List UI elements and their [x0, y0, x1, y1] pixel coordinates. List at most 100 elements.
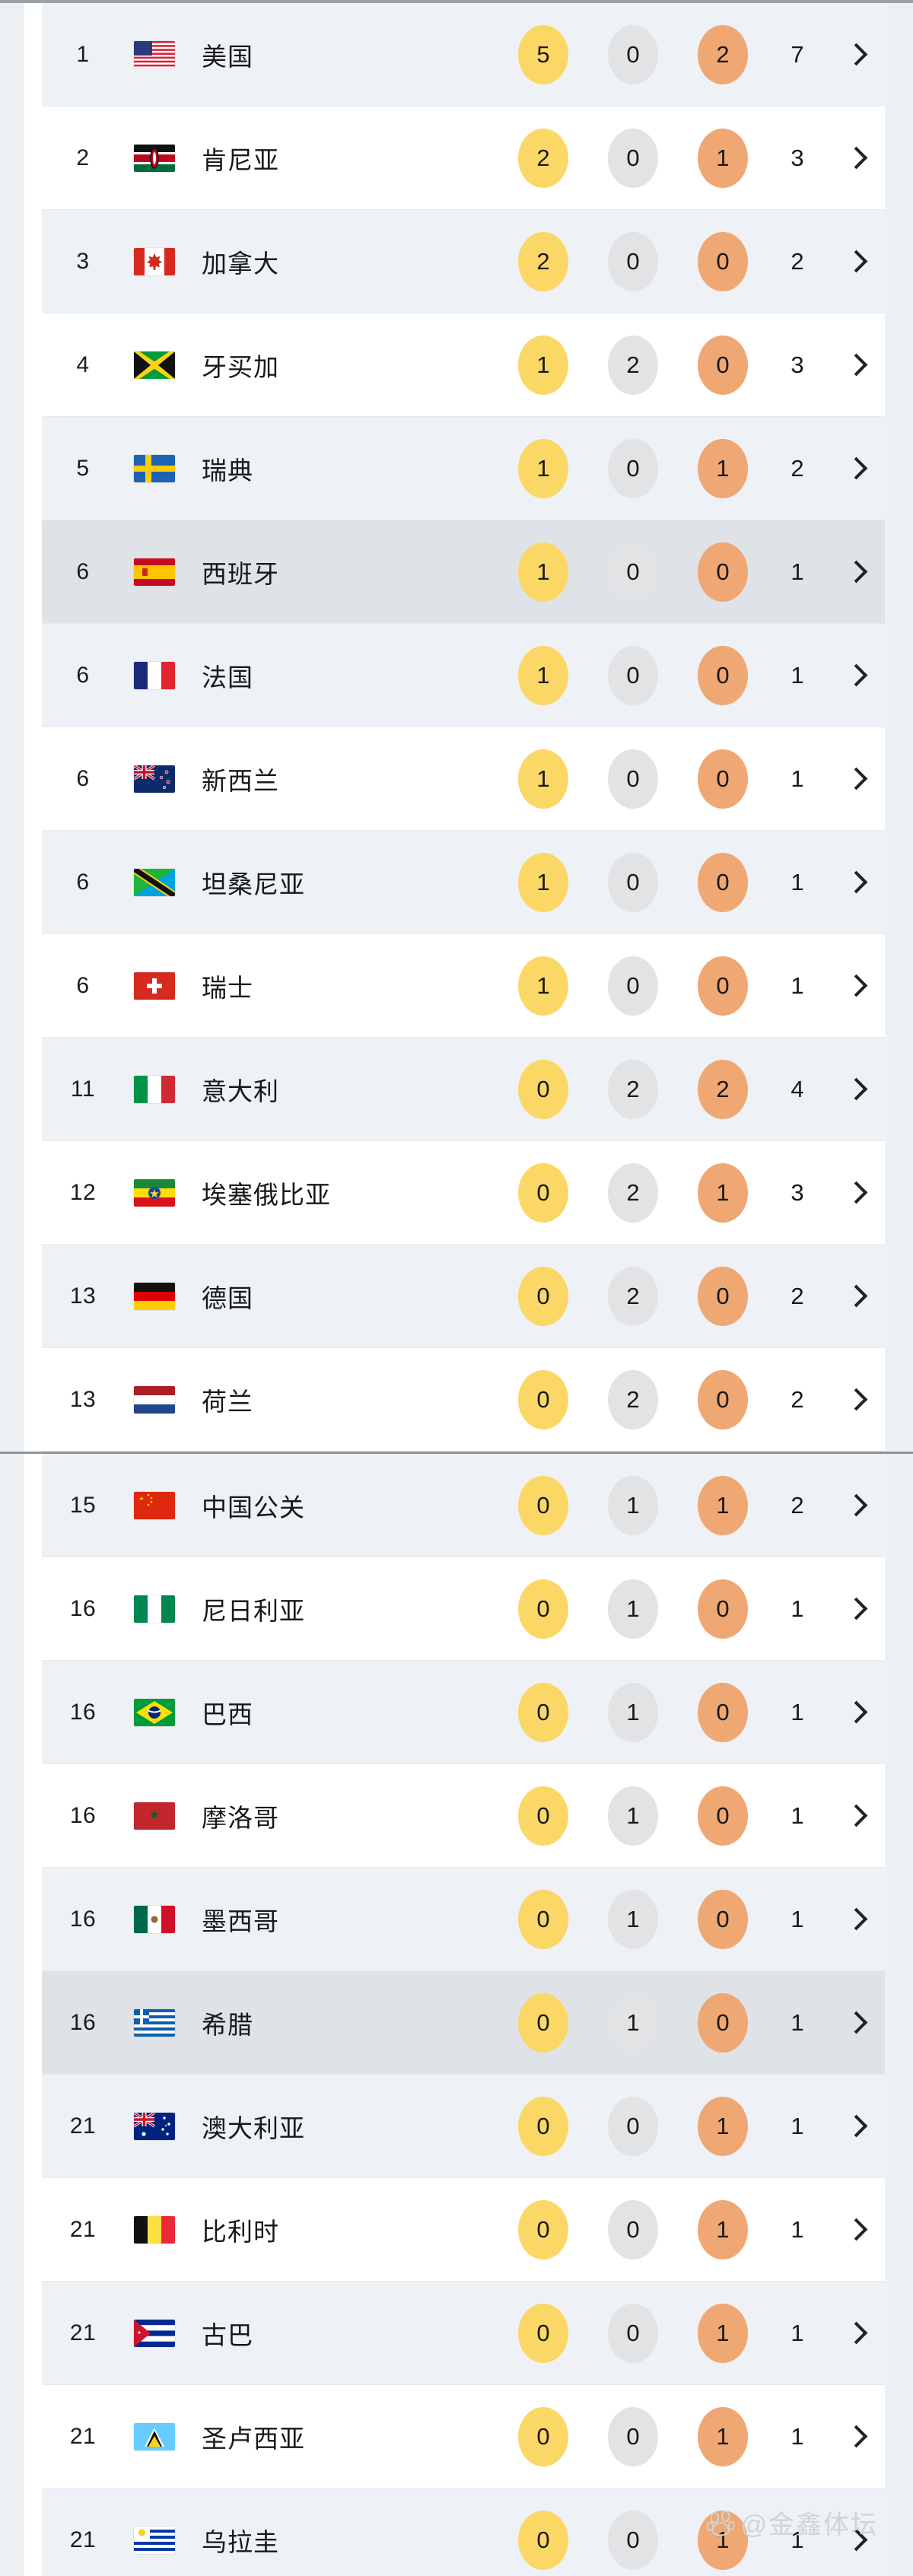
table-row[interactable]: 11 意大利 0 2 2 4	[42, 1038, 885, 1141]
medal-table: 1 美国 5 0 2 7 2 肯尼亚 2 0 1 3 3 加拿大 2 0 0 2 4 牙买加 1 2 0 3 5 瑞典 1…	[0, 3, 913, 2576]
row-detail-button[interactable]	[827, 250, 885, 273]
table-row[interactable]: 6 坦桑尼亚 1 0 0 1	[42, 831, 885, 934]
table-row[interactable]: 13 德国 0 2 0 2	[42, 1245, 885, 1348]
rank-cell: 13	[69, 1386, 97, 1412]
rank-cell: 5	[76, 455, 90, 481]
row-detail-button[interactable]	[827, 2528, 885, 2552]
bronze-medal-cell: 0	[678, 1266, 768, 1326]
country-flag-icon	[124, 1385, 185, 1414]
row-detail-button[interactable]	[827, 2218, 885, 2241]
silver-count: 0	[608, 231, 658, 291]
country-name: 牙买加	[202, 352, 279, 381]
table-row[interactable]: 12 埃塞俄比亚 0 2 1 3	[42, 1141, 885, 1245]
silver-medal-cell: 2	[588, 1059, 678, 1119]
gold-medal-cell: 1	[498, 645, 588, 705]
table-row[interactable]: 15 中国公关 0 1 1 2	[42, 1454, 885, 1557]
rank-cell: 21	[69, 2527, 97, 2552]
gold-count: 0	[518, 1059, 568, 1119]
row-detail-button[interactable]	[827, 1804, 885, 1827]
total-medals: 1	[791, 661, 804, 689]
gold-medal-cell: 0	[498, 1266, 588, 1326]
gold-medal-cell: 5	[498, 24, 588, 84]
gold-count: 0	[518, 1162, 568, 1223]
row-detail-button[interactable]	[827, 2425, 885, 2448]
row-detail-button[interactable]	[827, 663, 885, 687]
table-row[interactable]: 16 墨西哥 0 1 0 1	[42, 1868, 885, 1971]
silver-medal-cell: 1	[588, 1579, 678, 1639]
bronze-medal-cell: 1	[678, 2510, 768, 2570]
table-row[interactable]: 13 荷兰 0 2 0 2	[42, 1348, 885, 1452]
row-detail-button[interactable]	[827, 146, 885, 170]
silver-count: 0	[608, 24, 658, 84]
bronze-count: 1	[698, 1162, 748, 1223]
rank-cell: 6	[76, 558, 90, 584]
chevron-right-icon	[845, 663, 867, 687]
country-flag-icon	[124, 247, 185, 275]
bronze-count: 0	[698, 335, 748, 395]
row-detail-button[interactable]	[827, 1077, 885, 1101]
table-row[interactable]: 16 摩洛哥 0 1 0 1	[42, 1764, 885, 1868]
rank-cell: 4	[76, 351, 90, 377]
row-detail-button[interactable]	[827, 1388, 885, 1411]
country-name: 尼日利亚	[202, 1596, 305, 1625]
table-row[interactable]: 6 新西兰 1 0 0 1	[42, 727, 885, 831]
row-detail-button[interactable]	[827, 1597, 885, 1620]
row-detail-button[interactable]	[827, 2114, 885, 2138]
row-detail-button[interactable]	[827, 560, 885, 584]
chevron-right-icon	[845, 974, 867, 997]
table-row[interactable]: 5 瑞典 1 0 1 2	[42, 417, 885, 520]
country-name: 希腊	[202, 2010, 253, 2039]
row-detail-button[interactable]	[827, 974, 885, 997]
table-row[interactable]: 21 乌拉圭 0 0 1 1	[42, 2489, 885, 2576]
row-detail-button[interactable]	[827, 1907, 885, 1931]
bronze-count: 0	[698, 956, 748, 1016]
row-detail-button[interactable]	[827, 767, 885, 790]
row-detail-button[interactable]	[827, 1181, 885, 1204]
bronze-medal-cell: 2	[678, 1059, 768, 1119]
table-row[interactable]: 6 法国 1 0 0 1	[42, 624, 885, 727]
silver-medal-cell: 0	[588, 2406, 678, 2466]
row-detail-button[interactable]	[827, 353, 885, 377]
table-row[interactable]: 16 希腊 0 1 0 1	[42, 1971, 885, 2075]
silver-medal-cell: 2	[588, 1266, 678, 1326]
country-flag-icon	[124, 1282, 185, 1310]
rank-cell: 16	[69, 1699, 97, 1725]
table-row[interactable]: 21 比利时 0 0 1 1	[42, 2178, 885, 2282]
table-row[interactable]: 21 古巴 0 0 1 1	[42, 2282, 885, 2385]
bronze-count: 0	[698, 1786, 748, 1846]
row-detail-button[interactable]	[827, 1493, 885, 1517]
row-detail-button[interactable]	[827, 2011, 885, 2034]
gold-count: 1	[518, 438, 568, 498]
table-row[interactable]: 6 西班牙 1 0 0 1	[42, 520, 885, 624]
country-flag-icon	[124, 2319, 185, 2347]
bronze-medal-cell: 0	[678, 1369, 768, 1430]
country-name: 埃塞俄比亚	[202, 1180, 331, 1209]
row-detail-button[interactable]	[827, 870, 885, 894]
table-row[interactable]: 4 牙买加 1 2 0 3	[42, 313, 885, 417]
table-row[interactable]: 3 加拿大 2 0 0 2	[42, 210, 885, 313]
row-detail-button[interactable]	[827, 1284, 885, 1308]
bronze-medal-cell: 0	[678, 1682, 768, 1742]
table-row[interactable]: 21 澳大利亚 0 0 1 1	[42, 2075, 885, 2178]
silver-count: 0	[608, 2199, 658, 2260]
chevron-right-icon	[845, 1181, 867, 1204]
table-row[interactable]: 6 瑞士 1 0 0 1	[42, 934, 885, 1038]
country-flag-icon	[124, 972, 185, 1000]
table-row[interactable]: 16 尼日利亚 0 1 0 1	[42, 1557, 885, 1661]
gold-medal-cell: 1	[498, 852, 588, 912]
table-row[interactable]: 2 肯尼亚 2 0 1 3	[42, 107, 885, 210]
row-detail-button[interactable]	[827, 2321, 885, 2345]
chevron-right-icon	[845, 2321, 867, 2345]
rank-cell: 1	[76, 41, 90, 67]
country-name: 瑞典	[202, 456, 253, 485]
row-detail-button[interactable]	[827, 1700, 885, 1724]
table-row[interactable]: 16 巴西 0 1 0 1	[42, 1661, 885, 1764]
table-row[interactable]: 21 圣卢西亚 0 0 1 1	[42, 2385, 885, 2489]
page-gutter-right	[884, 0, 913, 2576]
bronze-medal-cell: 0	[678, 231, 768, 291]
country-flag-icon	[124, 661, 185, 689]
row-detail-button[interactable]	[827, 456, 885, 480]
table-row[interactable]: 1 美国 5 0 2 7	[42, 3, 885, 107]
bronze-count: 1	[698, 2510, 748, 2570]
row-detail-button[interactable]	[827, 43, 885, 66]
